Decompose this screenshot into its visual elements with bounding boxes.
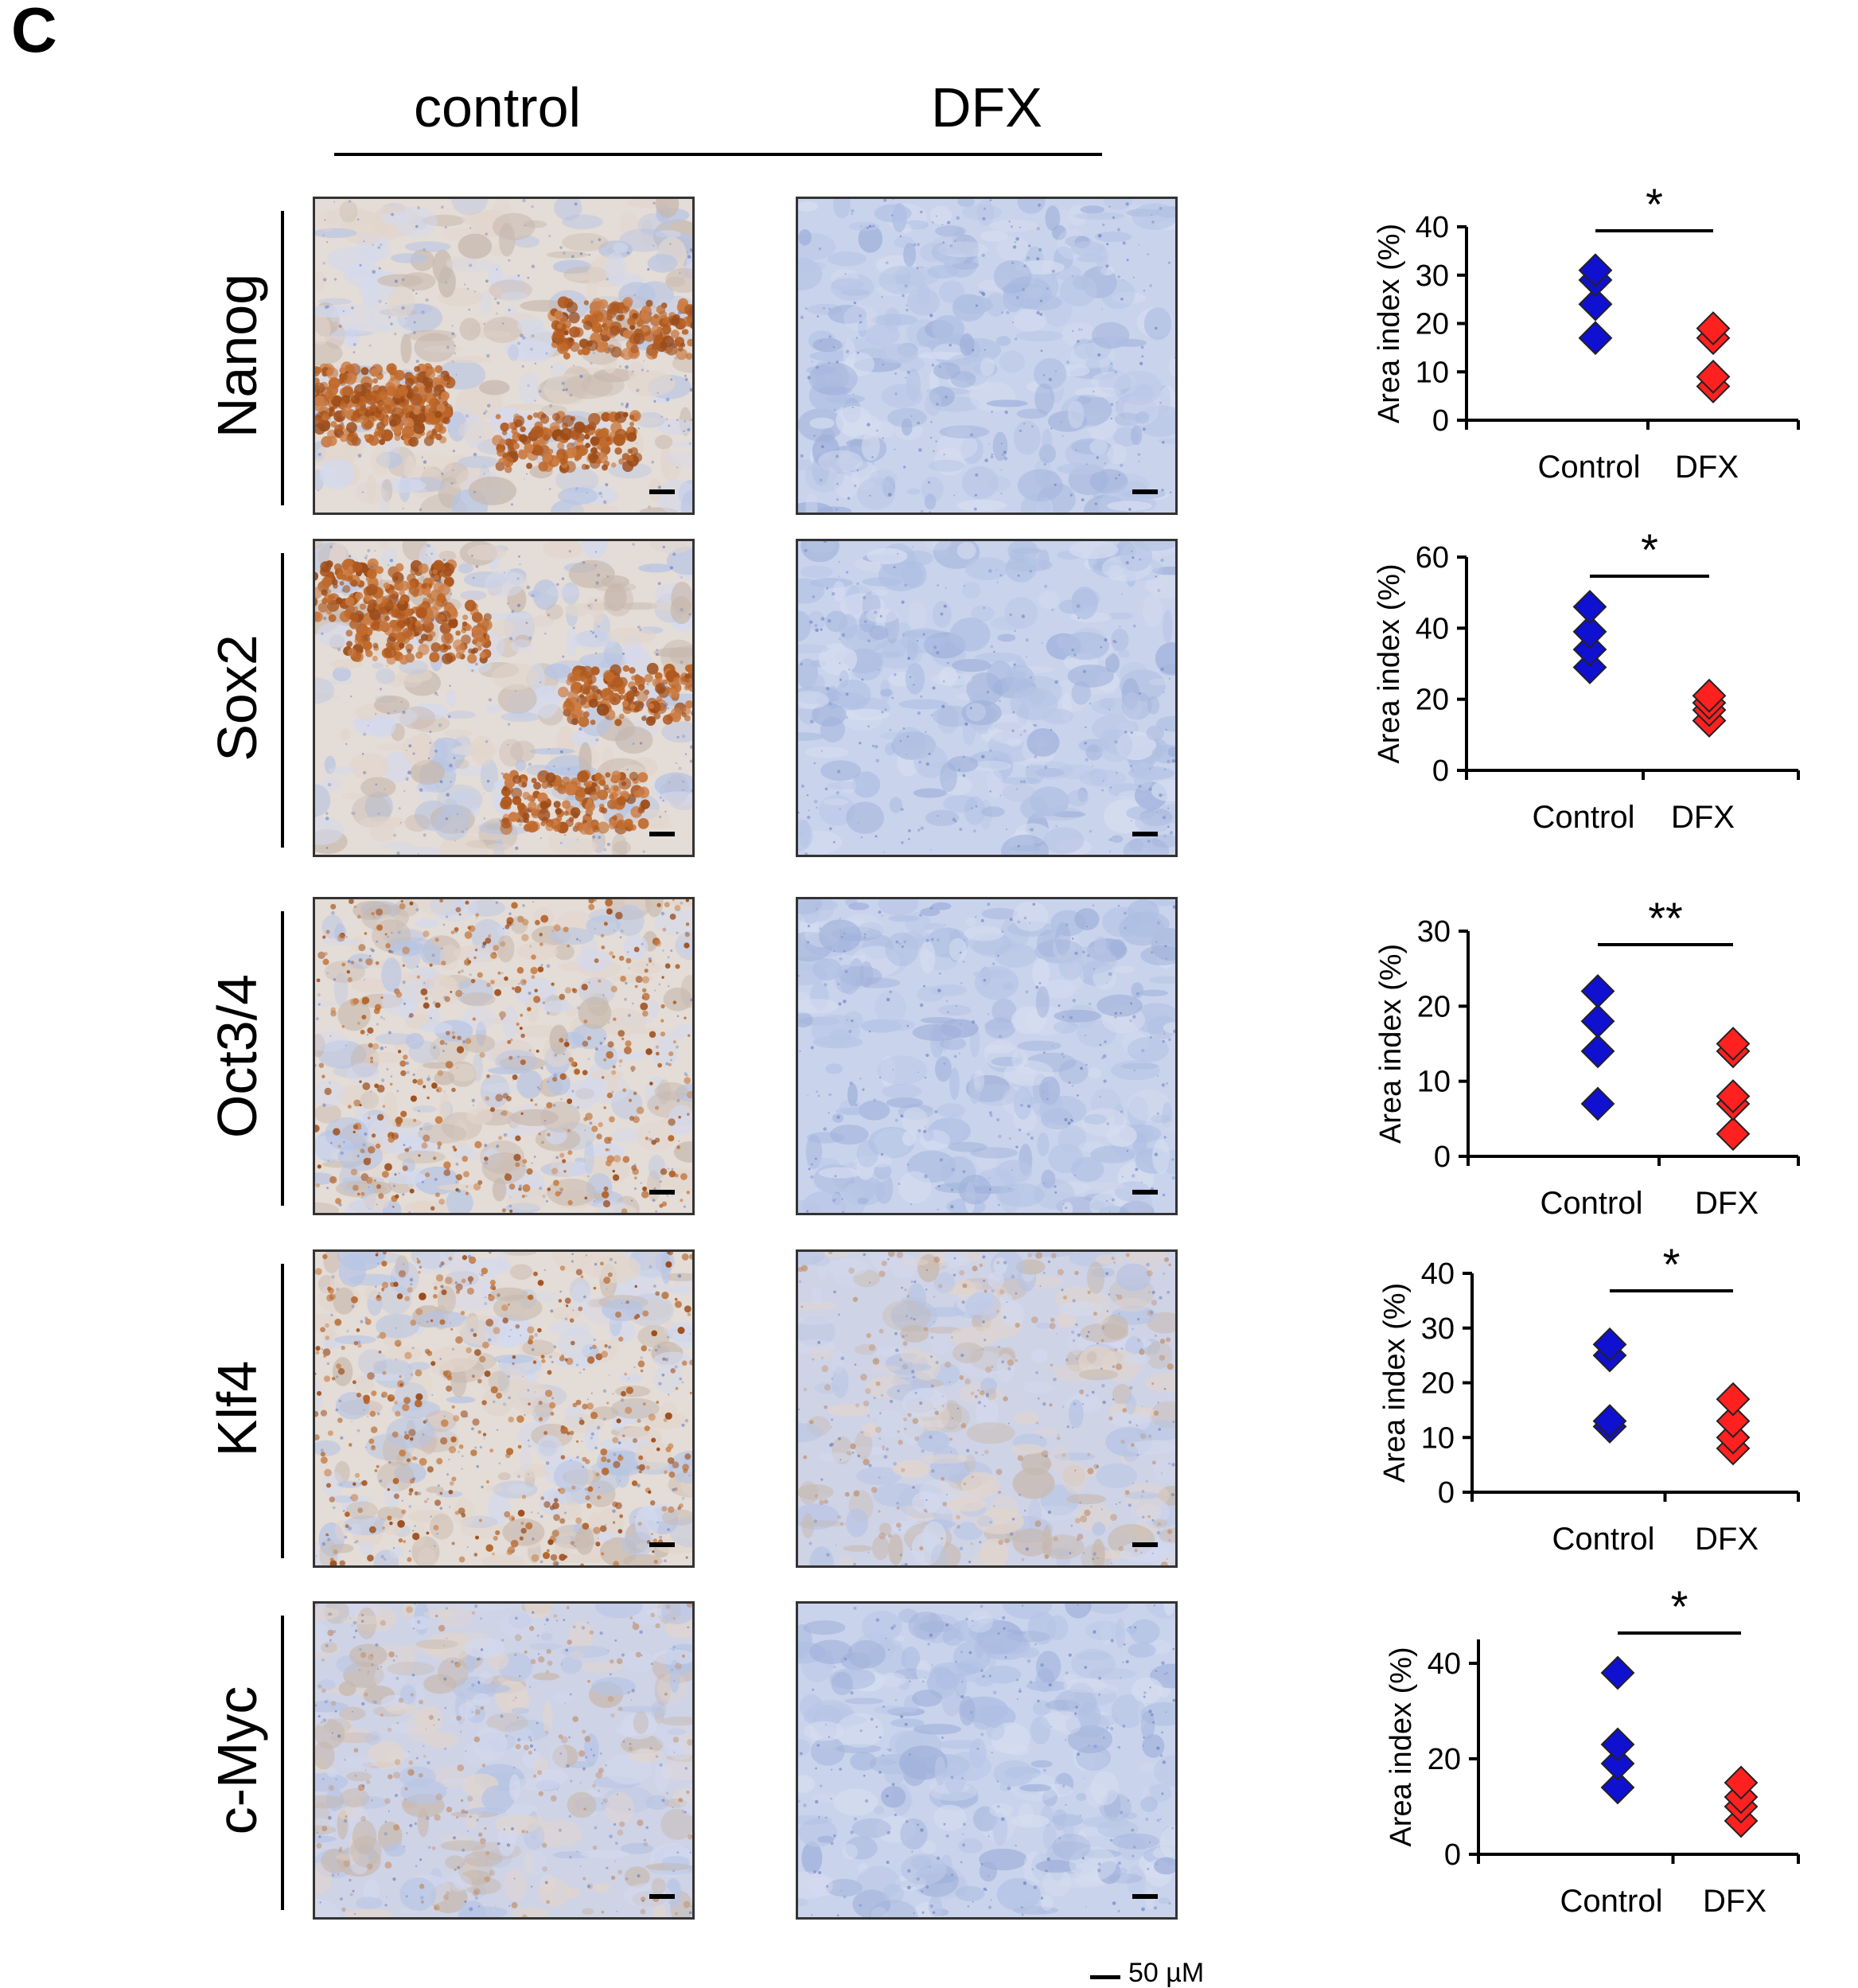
- y-tick-label: 30: [1421, 1312, 1455, 1346]
- y-tick-label: 30: [1416, 259, 1449, 293]
- y-tick-label: 0: [1438, 1476, 1455, 1510]
- area-index-chart-5: 0 20 40 Control DFX Area index (%) *: [1353, 1584, 1846, 1926]
- y-tick-label: 10: [1421, 1421, 1455, 1455]
- scale-bar: [1132, 832, 1158, 836]
- dfx-data-point: [1717, 1383, 1749, 1415]
- dfx-micrograph: [796, 197, 1178, 515]
- y-axis-label: Area index (%): [1373, 563, 1406, 763]
- control-data-point: [1582, 1005, 1614, 1037]
- y-axis-label: Area index (%): [1373, 224, 1406, 423]
- control-micrograph: [313, 539, 695, 857]
- control-data-point: [1582, 975, 1614, 1007]
- scatter-plot-svg: 0 10 20 30 40 Control DFX Area index (%) *: [1353, 171, 1846, 492]
- y-axis-label: Area index (%): [1374, 944, 1408, 1144]
- control-data-point: [1602, 1657, 1634, 1689]
- y-tick-label: 10: [1416, 356, 1449, 389]
- control-micrograph: [313, 197, 695, 515]
- x-tick-label: Control: [1538, 450, 1641, 485]
- area-index-chart-1: 0 10 20 30 40 Control DFX Area index (%) *: [1353, 171, 1846, 492]
- significance-label: **: [1648, 893, 1683, 943]
- control-data-point: [1602, 1729, 1634, 1760]
- control-data-point: [1582, 1035, 1614, 1067]
- scale-bar: [649, 832, 675, 836]
- scale-bar: [649, 1190, 675, 1195]
- x-tick-label: Control: [1560, 1884, 1663, 1919]
- x-tick-label: DFX: [1695, 1522, 1759, 1557]
- row-bracket: [281, 1264, 284, 1558]
- scale-bar: [1132, 1894, 1158, 1899]
- scale-legend-label: 50 µM: [1128, 1959, 1204, 1986]
- panel-letter: C: [11, 0, 57, 62]
- y-tick-label: 20: [1416, 308, 1449, 341]
- x-tick-label: Control: [1552, 1522, 1655, 1557]
- significance-label: *: [1641, 524, 1658, 575]
- control-micrograph: [313, 897, 695, 1215]
- significance-label: *: [1646, 179, 1663, 229]
- y-tick-label: 20: [1417, 990, 1451, 1023]
- y-tick-label: 0: [1434, 1140, 1451, 1174]
- row-bracket: [281, 211, 284, 505]
- row-bracket: [281, 553, 284, 848]
- scatter-plot-svg: 0 20 40 Control DFX Area index (%) *: [1353, 1584, 1846, 1926]
- marker-label: Oct3/4: [209, 974, 265, 1138]
- y-tick-label: 20: [1428, 1743, 1461, 1776]
- dfx-data-point: [1717, 1118, 1749, 1150]
- y-tick-label: 10: [1417, 1066, 1451, 1099]
- marker-label: Sox2: [209, 634, 265, 762]
- y-tick-label: 40: [1428, 1647, 1461, 1681]
- area-index-chart-3: 0 10 20 30 Control DFX Area index (%) **: [1353, 875, 1846, 1228]
- marker-label: Klf4: [209, 1361, 265, 1457]
- significance-label: *: [1663, 1239, 1681, 1289]
- control-micrograph: [313, 1601, 695, 1920]
- y-tick-label: 0: [1432, 404, 1449, 438]
- y-axis-label: Area index (%): [1378, 1283, 1412, 1483]
- scale-bar: [649, 1542, 675, 1547]
- significance-label: *: [1671, 1584, 1689, 1631]
- y-tick-label: 0: [1444, 1838, 1461, 1872]
- scale-bar: [649, 1894, 675, 1899]
- control-micrograph: [313, 1249, 695, 1568]
- area-index-chart-4: 0 10 20 30 40 Control DFX Area index (%) *: [1353, 1218, 1846, 1564]
- x-tick-label: DFX: [1695, 1186, 1759, 1221]
- scale-bar: [1132, 1190, 1158, 1195]
- control-data-point: [1582, 1088, 1614, 1120]
- area-index-chart-2: 0 20 40 60 Control DFX Area index (%) *: [1353, 501, 1846, 842]
- x-tick-label: DFX: [1675, 450, 1739, 485]
- y-axis-label: Area index (%): [1385, 1647, 1418, 1846]
- x-tick-label: Control: [1541, 1186, 1643, 1221]
- scale-bar: [1132, 1542, 1158, 1547]
- scatter-plot-svg: 0 10 20 30 40 Control DFX Area index (%) *: [1353, 1218, 1846, 1564]
- y-tick-label: 40: [1416, 211, 1449, 244]
- scatter-plot-svg: 0 20 40 60 Control DFX Area index (%) *: [1353, 501, 1846, 842]
- scatter-plot-svg: 0 10 20 30 Control DFX Area index (%) **: [1353, 875, 1846, 1228]
- y-tick-label: 40: [1416, 612, 1449, 645]
- x-tick-label: DFX: [1671, 800, 1735, 835]
- group-label-dfx: DFX: [931, 80, 1042, 135]
- y-tick-label: 40: [1421, 1257, 1455, 1291]
- control-data-point: [1574, 591, 1606, 623]
- marker-label: c-Myc: [209, 1686, 265, 1835]
- dfx-micrograph: [796, 539, 1178, 857]
- marker-label: Nanog: [209, 274, 265, 438]
- dfx-micrograph: [796, 897, 1178, 1215]
- scale-bar: [1132, 489, 1158, 494]
- y-tick-label: 60: [1416, 541, 1449, 575]
- dfx-micrograph: [796, 1601, 1178, 1920]
- row-bracket: [281, 1616, 284, 1910]
- scale-bar: [649, 489, 675, 494]
- group-label-control: control: [414, 80, 581, 135]
- x-tick-label: DFX: [1703, 1884, 1766, 1919]
- row-bracket: [281, 911, 284, 1206]
- group-underline: [334, 153, 1102, 156]
- y-tick-label: 20: [1416, 684, 1449, 717]
- y-tick-label: 30: [1417, 915, 1451, 949]
- x-tick-label: Control: [1533, 800, 1635, 835]
- scale-legend-bar: [1090, 1975, 1120, 1979]
- y-tick-label: 20: [1421, 1367, 1455, 1401]
- dfx-micrograph: [796, 1249, 1178, 1568]
- control-data-point: [1579, 322, 1611, 354]
- y-tick-label: 0: [1432, 754, 1449, 788]
